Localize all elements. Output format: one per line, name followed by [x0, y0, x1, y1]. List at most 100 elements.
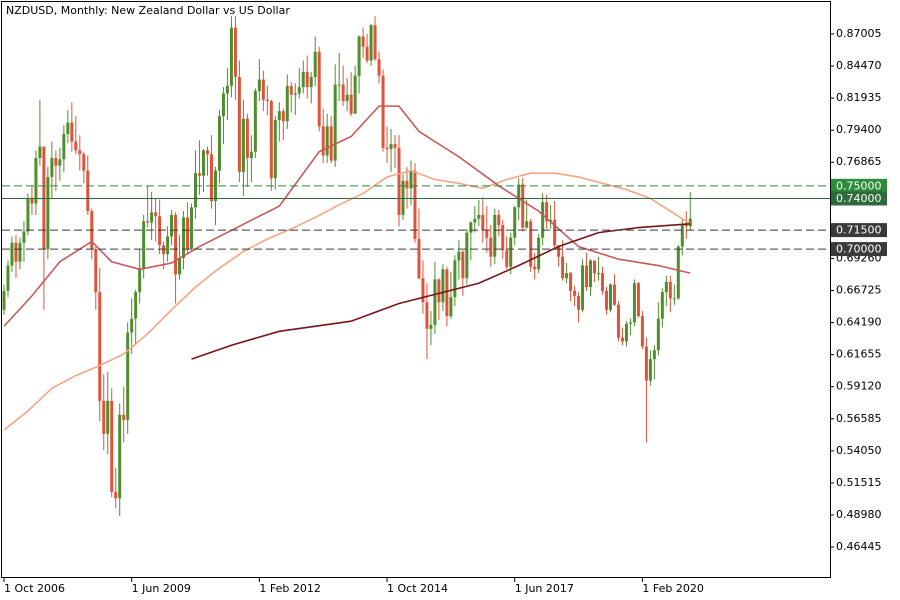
candle-body — [573, 290, 577, 296]
candle-body — [170, 214, 174, 237]
y-tick-label: 0.56585 — [836, 412, 882, 425]
candle-body — [213, 170, 217, 202]
candle-body — [130, 318, 134, 333]
price-level-label: 0.71500 — [836, 224, 882, 237]
candle-body — [385, 147, 389, 150]
candle-body — [537, 237, 541, 270]
candle-body — [425, 302, 429, 329]
candle-body — [477, 214, 481, 219]
candle-body — [10, 242, 14, 266]
candle-body — [209, 154, 213, 202]
candle-body — [289, 85, 293, 95]
candle-body — [333, 84, 337, 161]
candle-body — [449, 297, 453, 317]
candle-body — [421, 278, 425, 303]
candle-body — [293, 93, 297, 95]
candle-body — [325, 126, 329, 156]
candle-body — [253, 90, 257, 152]
candle-body — [142, 221, 146, 269]
candle-body — [509, 237, 513, 267]
y-tick-label: 0.79400 — [836, 123, 882, 136]
candle-body — [30, 198, 34, 204]
y-tick-label: 0.76865 — [836, 155, 882, 168]
candle-body — [529, 221, 533, 267]
candle-body — [281, 111, 285, 122]
candle-body — [150, 212, 154, 223]
candle-body — [401, 180, 405, 215]
candle-body — [174, 214, 178, 275]
y-tick-label: 0.54050 — [836, 444, 882, 457]
candle-body — [297, 87, 301, 94]
candle-body — [593, 260, 597, 274]
candle-body — [585, 265, 589, 288]
candle-body — [285, 85, 289, 122]
candle-body — [644, 346, 648, 381]
candle-body — [337, 84, 341, 86]
price-level-label: 0.74000 — [836, 192, 882, 205]
candle-body — [309, 77, 313, 88]
candle-body — [612, 284, 616, 305]
candle-body — [437, 279, 441, 303]
candle-body — [154, 212, 158, 217]
candle-body — [118, 414, 122, 499]
candle-body — [505, 250, 509, 267]
candle-body — [237, 77, 241, 172]
candle-body — [409, 170, 413, 189]
candle-body — [676, 246, 680, 299]
candle-body — [569, 273, 573, 291]
candle-body — [561, 256, 565, 279]
y-tick-label: 0.46445 — [836, 540, 882, 553]
candle-body — [672, 298, 676, 300]
candle-body — [345, 94, 349, 102]
candle-body — [233, 27, 237, 78]
candle-body — [620, 337, 624, 342]
y-tick-label: 0.66725 — [836, 284, 882, 297]
candle-body — [485, 230, 489, 238]
candle-body — [453, 260, 457, 298]
candle-body — [373, 25, 377, 60]
candle-body — [126, 332, 130, 420]
candle-body — [305, 71, 309, 88]
candle-body — [601, 273, 604, 291]
candle-body — [660, 292, 664, 319]
y-tick-label: 0.84470 — [836, 59, 882, 72]
candle-body — [457, 251, 461, 261]
x-tick-label: 1 Feb 2020 — [642, 582, 703, 595]
candle-body — [349, 94, 353, 114]
candle-body — [473, 218, 477, 223]
candle-body — [664, 281, 668, 293]
candle-body — [2, 290, 6, 310]
candle-body — [301, 71, 305, 88]
candle-body — [397, 147, 401, 215]
candle-body — [138, 268, 142, 293]
candle-body — [190, 207, 194, 250]
candle-body — [54, 157, 58, 166]
candle-body — [114, 491, 118, 499]
candle-body — [557, 245, 561, 257]
price-level-tag — [831, 178, 887, 193]
candle-body — [461, 251, 465, 279]
candle-body — [158, 216, 162, 246]
candle-body — [652, 350, 656, 360]
candle-body — [497, 214, 501, 226]
candle-body — [62, 133, 66, 160]
candle-body — [78, 150, 82, 155]
candle-body — [241, 118, 245, 172]
candle-body — [501, 225, 505, 251]
candle-body — [517, 184, 521, 208]
candle-body — [604, 290, 608, 310]
candle-body — [521, 184, 525, 228]
candle-body — [541, 202, 545, 238]
candle-body — [489, 237, 493, 257]
candle-body — [198, 173, 202, 176]
candle-body — [597, 273, 601, 275]
candle-body — [632, 283, 636, 323]
candle-body — [6, 265, 10, 291]
candle-body — [525, 221, 529, 228]
candle-body — [624, 323, 628, 342]
candle-body — [648, 359, 652, 381]
candle-body — [225, 85, 229, 94]
x-tick-label: 1 Jun 2017 — [515, 582, 574, 595]
candle-body — [684, 225, 688, 227]
